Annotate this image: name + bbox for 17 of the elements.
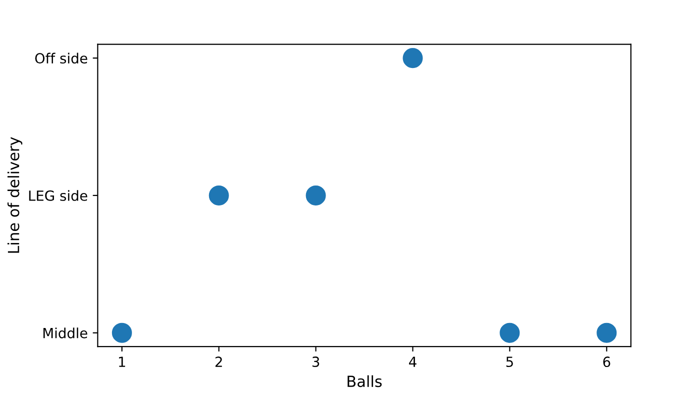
- x-axis-title: Balls: [348, 375, 382, 388]
- x-tick-label: 2: [215, 356, 222, 367]
- point: [596, 322, 617, 343]
- point: [208, 185, 229, 206]
- y-axis-title: Line of delivery: [7, 137, 22, 253]
- y-tick-label: LEG side: [29, 190, 88, 201]
- point: [306, 185, 326, 206]
- y-tick-label: Off side: [35, 52, 88, 64]
- y-tick-label: Middle: [43, 328, 88, 338]
- x-tick-label: 3: [312, 356, 320, 368]
- x-tick-label: 1: [119, 356, 126, 367]
- x-tick-label: 5: [506, 356, 513, 368]
- point: [112, 322, 132, 343]
- point: [402, 48, 423, 68]
- point: [500, 322, 520, 343]
- x-tick-label: 6: [603, 356, 610, 368]
- x-tick-label: 4: [409, 356, 416, 367]
